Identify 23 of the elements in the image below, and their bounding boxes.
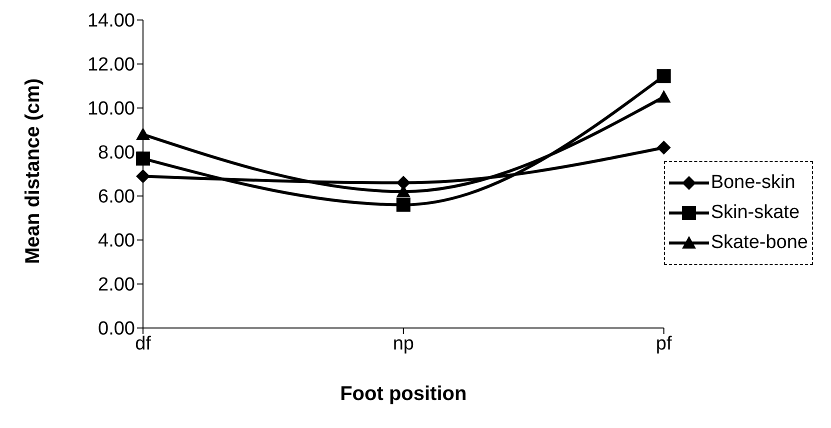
point	[136, 169, 150, 184]
point	[136, 152, 150, 166]
y-tick-label: 0.00	[98, 318, 135, 340]
y-tick-label: 14.00	[87, 10, 135, 32]
point	[656, 90, 671, 103]
legend-label: Skin-skate	[710, 201, 800, 225]
y-tick-label: 2.00	[98, 274, 135, 296]
point	[656, 140, 671, 155]
point	[136, 127, 150, 140]
y-tick-label: 10.00	[87, 98, 135, 120]
x-tick-label: pf	[656, 333, 672, 354]
y-tick-label: 4.00	[98, 230, 135, 252]
x-tick-label: df	[135, 333, 152, 354]
point	[656, 69, 671, 84]
x-tick-label: np	[392, 333, 414, 354]
legend-label: Skate-bone	[710, 231, 808, 255]
point	[396, 198, 410, 212]
y-axis-title: Mean distance (cm)	[22, 78, 44, 264]
legend-label: Bone-skin	[710, 171, 796, 195]
y-tick-label: 6.00	[98, 186, 135, 208]
y-tick-label: 12.00	[87, 54, 135, 76]
x-axis-title: Foot position	[340, 383, 467, 405]
y-tick-label: 8.00	[98, 142, 135, 164]
